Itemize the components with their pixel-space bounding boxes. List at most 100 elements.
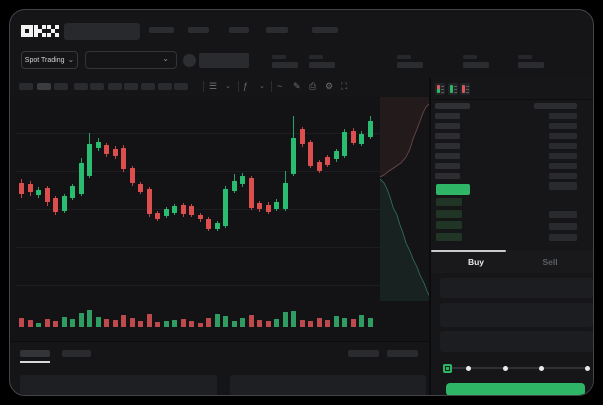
candle-body <box>87 144 92 176</box>
candle-body <box>53 198 58 212</box>
stat-label-skeleton <box>518 54 532 59</box>
timeframe-button[interactable] <box>90 83 104 90</box>
ask-amount-skeleton <box>549 123 577 129</box>
timeframe-button[interactable] <box>141 83 155 90</box>
volume-bar <box>129 318 135 327</box>
stat-label-skeleton <box>272 54 286 59</box>
pair-selector-dropdown[interactable]: ⌄ <box>85 51 177 69</box>
candle-body <box>248 178 254 208</box>
bid-price-skeleton[interactable] <box>436 233 462 241</box>
bid-price-skeleton[interactable] <box>436 221 462 229</box>
candle-body <box>78 163 84 194</box>
candle-type-icon[interactable]: ☰ <box>209 80 218 91</box>
candle-body <box>299 129 305 144</box>
timeframe-button[interactable] <box>54 83 68 90</box>
ask-price-skeleton[interactable] <box>435 163 460 169</box>
chevron-down-icon[interactable]: ⌄ <box>225 83 231 90</box>
line-tool-icon[interactable]: ~ <box>277 81 283 91</box>
nav-item[interactable] <box>312 27 338 33</box>
candle-body <box>146 189 152 214</box>
order-history-panel <box>20 375 217 395</box>
slider-handle[interactable] <box>443 363 452 373</box>
volume-bar <box>240 318 245 327</box>
book-bids-icon[interactable] <box>447 83 458 95</box>
stat-label-skeleton <box>397 54 411 59</box>
indicators-icon[interactable]: ƒ <box>243 81 249 91</box>
candle-body <box>129 168 135 183</box>
buy-button[interactable] <box>446 383 585 395</box>
slider-dot[interactable] <box>466 365 471 371</box>
draw-icon[interactable]: ✎ <box>293 80 301 91</box>
ask-price-skeleton[interactable] <box>435 153 460 159</box>
timeframe-button[interactable] <box>108 83 122 90</box>
nav-item[interactable] <box>149 27 174 33</box>
volume-bar <box>172 320 177 327</box>
gridline <box>16 247 380 248</box>
candle-body <box>206 219 211 229</box>
candle-body <box>223 189 228 226</box>
ask-price-skeleton[interactable] <box>435 123 460 129</box>
toolbar-divider <box>238 81 239 92</box>
gridline <box>16 133 380 134</box>
book-both-icon[interactable] <box>435 83 445 95</box>
timeframe-button[interactable] <box>74 83 88 90</box>
search-input[interactable] <box>64 23 140 40</box>
candle-body <box>61 196 67 211</box>
nav-item[interactable] <box>266 27 288 33</box>
bottom-control[interactable] <box>387 350 418 357</box>
order-form-input[interactable] <box>440 331 593 352</box>
bottom-tab[interactable] <box>62 350 91 357</box>
ask-price-skeleton[interactable] <box>435 143 460 149</box>
slider-dot[interactable] <box>539 365 544 371</box>
timeframe-button[interactable] <box>124 83 138 90</box>
panel-divider <box>429 78 431 395</box>
settings-icon[interactable]: ⚙ <box>325 80 334 91</box>
timeframe-button[interactable] <box>174 83 188 90</box>
nav-item[interactable] <box>188 27 209 33</box>
volume-bar <box>155 322 160 327</box>
volume-bar <box>359 315 364 327</box>
candle-body <box>231 181 237 191</box>
bid-price-skeleton[interactable] <box>436 210 462 218</box>
amount-slider[interactable] <box>447 367 589 369</box>
candle-body <box>333 151 339 159</box>
nav-item[interactable] <box>229 27 249 33</box>
bid-price-skeleton[interactable] <box>436 198 462 206</box>
fullscreen-icon[interactable]: ⛶ <box>341 80 348 91</box>
chevron-down-icon: ⌄ <box>162 54 169 63</box>
camera-icon[interactable]: ⎙ <box>309 80 317 91</box>
active-tab-underline <box>20 361 50 363</box>
timeframe-button[interactable] <box>158 83 172 90</box>
candle-body <box>70 186 75 198</box>
bottom-tab[interactable] <box>20 350 50 357</box>
ask-amount-skeleton <box>549 153 577 159</box>
volume-bar <box>189 321 194 327</box>
chevron-down-icon[interactable]: ⌄ <box>259 83 265 90</box>
slider-dot[interactable] <box>585 365 590 371</box>
volume-bar <box>180 319 186 327</box>
tab-buy[interactable]: Buy <box>467 257 485 267</box>
candle-body <box>197 215 203 219</box>
candle-body <box>325 157 330 165</box>
volume-bar <box>27 320 33 327</box>
volume-bar <box>342 318 347 327</box>
order-book-header-price <box>435 103 470 109</box>
stat-value-skeleton <box>309 61 335 68</box>
tab-sell[interactable]: Sell <box>542 257 558 267</box>
toolbar-divider <box>203 81 204 92</box>
ask-price-skeleton[interactable] <box>435 113 460 119</box>
book-asks-icon[interactable] <box>460 83 470 95</box>
bottom-control[interactable] <box>348 350 379 357</box>
candlestick-chart[interactable] <box>10 97 431 341</box>
timeframe-button[interactable] <box>37 83 51 90</box>
order-form-input[interactable] <box>440 278 593 298</box>
candle-body <box>282 183 288 209</box>
market-type-dropdown[interactable]: Spot Trading ⌄ <box>21 51 78 69</box>
order-form-input[interactable] <box>440 303 593 327</box>
timeframe-button[interactable] <box>19 83 33 90</box>
ask-price-skeleton[interactable] <box>435 133 460 139</box>
volume-bar <box>333 316 339 327</box>
ask-price-skeleton[interactable] <box>435 173 460 179</box>
volume-bar <box>146 314 152 327</box>
slider-dot[interactable] <box>503 365 508 371</box>
